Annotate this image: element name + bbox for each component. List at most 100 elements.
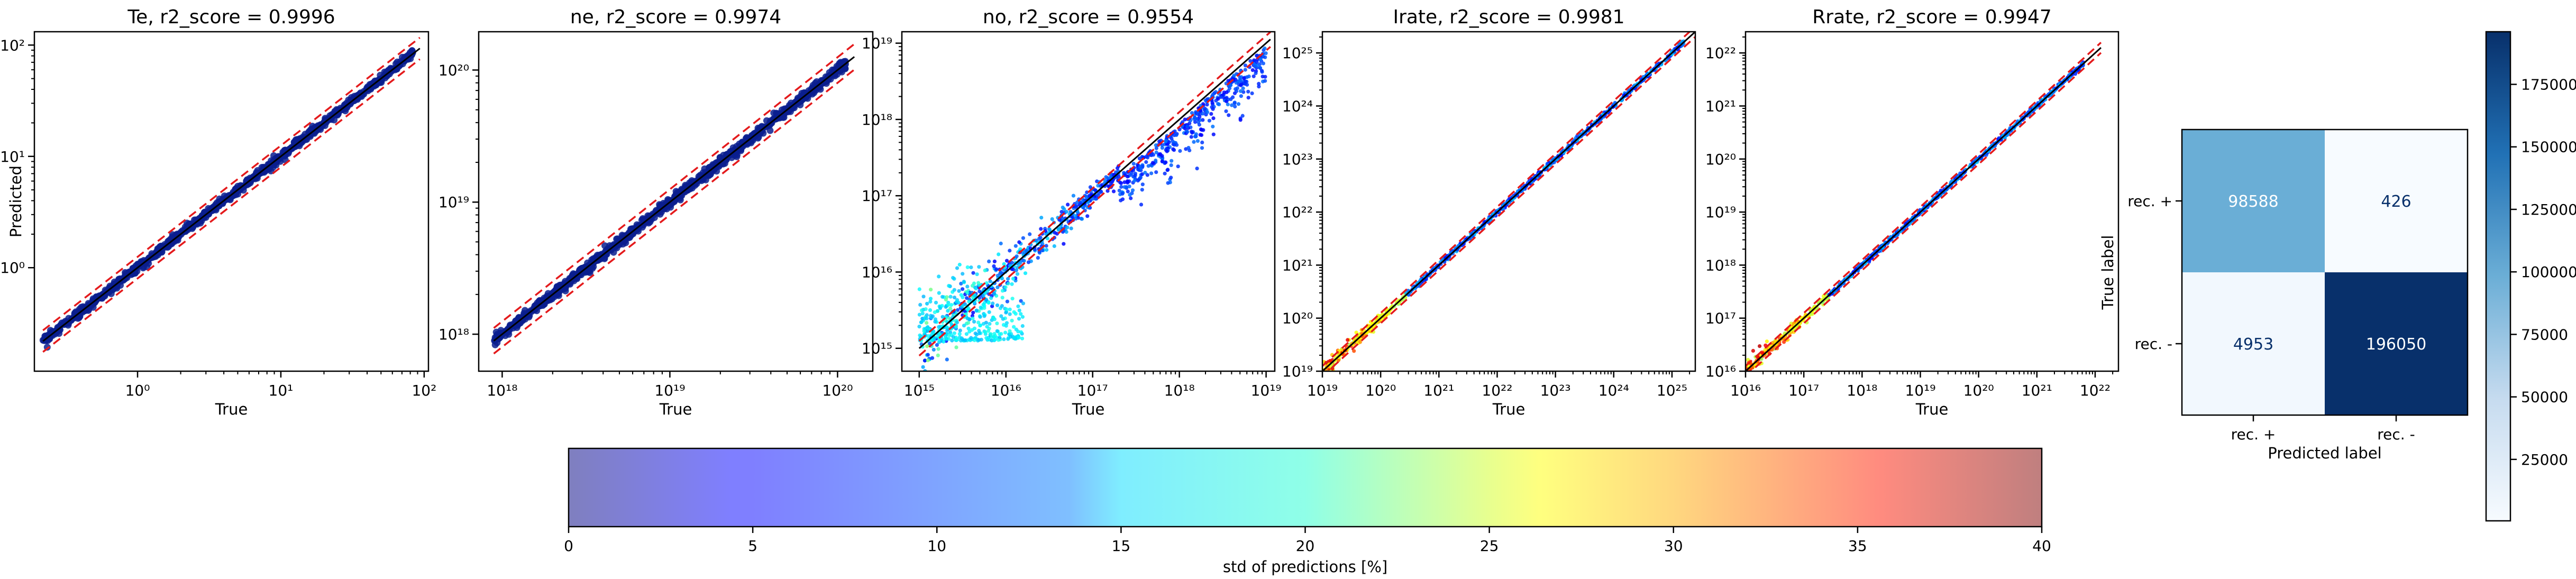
scatter-point [995,321,999,325]
identity-line [1322,26,1701,371]
scatter-point [918,287,921,291]
scatter-point [1765,339,1769,343]
scatter-point [1028,232,1031,236]
scatter-point [1229,97,1232,101]
scatter-point [962,280,966,283]
scatter-point [947,334,951,337]
scatter-point [1166,181,1170,185]
x-tick-label: 10²² [1482,382,1512,399]
scatter-point [1250,91,1254,95]
scatter-point [1021,236,1025,240]
y-tick-label: 10¹⁷ [862,187,892,205]
y-tick-label: 10² [0,36,25,54]
scatter-point [945,357,949,361]
identity-line [494,57,855,341]
scatter-point [1116,166,1119,170]
scatter-point [1222,90,1226,94]
scatter-point [937,291,941,295]
scatter-point [926,359,930,362]
scatter-point [1066,203,1070,206]
scatter-point [946,309,949,313]
scatter-point [1118,189,1121,192]
scatter-point [967,330,971,334]
scatter-point [1192,140,1195,144]
scatter-point [1132,179,1136,182]
scatter-point [991,301,994,305]
scatter-point [1008,329,1011,333]
scatter-point [971,271,975,275]
scatter-point [982,294,985,298]
scatter-point [1211,116,1215,120]
scatter-point [1021,315,1025,319]
scatter-point [1080,217,1083,220]
scatter-point [1208,119,1211,123]
scatter-point [999,242,1003,245]
x-tick-label: 10¹⁸ [487,382,517,399]
scatter-point [1166,168,1170,172]
scatter-point [1012,325,1016,329]
scatter-point [988,322,991,326]
scatter-point [1244,68,1247,71]
scatter-point [992,292,996,296]
scatter-point [966,321,970,325]
x-axis-label: True [1492,400,1525,418]
reference-lines [43,38,419,352]
x-tick-label: 10¹⁷ [1077,382,1108,399]
scatter-point [997,338,1000,342]
x-tick-label: 10²³ [1540,382,1571,399]
scatter-point [1039,216,1043,219]
scatter-point [1018,309,1021,313]
y-tick-label: 10²⁰ [1282,310,1313,327]
scatter-point [949,295,953,299]
scatter-point [1200,141,1204,144]
scatter-point [1010,282,1014,286]
scatter-point [978,332,981,335]
x-tick-label: 10²⁴ [1598,382,1629,399]
scatter-point [995,304,999,307]
scatter-point [1201,112,1204,115]
scatter-point [954,345,958,349]
y-tick-label: 10²⁵ [1282,44,1313,62]
panel-title: Te, r2_score = 0.9996 [127,6,335,28]
scatter-point [977,338,981,342]
scatter-point [929,288,933,291]
scatter-point [1232,102,1236,105]
scatter-point [1225,96,1228,99]
scatter-point [992,335,996,338]
x-tick-label: 10¹⁶ [991,382,1021,399]
scatter-point [1155,146,1158,150]
scatter-points [917,47,1267,390]
scatter-point [1183,117,1187,121]
scatter-point [797,102,803,108]
x-tick-label: 10²¹ [1423,382,1454,399]
scatter-point [1172,148,1176,152]
scatter-point [1163,172,1167,176]
scatter-point [928,308,932,312]
scatter-point [1014,244,1018,248]
upper-band-line [919,32,1271,341]
scatter-point [961,296,964,299]
scatter-point [992,264,995,268]
scatter-point [931,314,935,318]
scatter-point [1119,199,1122,203]
scatter-point [1234,78,1237,81]
x-tick-label: 10⁰ [125,382,150,399]
scatter-point [1003,330,1007,334]
scatter-point [1758,344,1761,348]
scatter-point [1161,160,1164,163]
y-tick-label: 10¹⁹ [1282,363,1313,380]
scatter-point [972,320,976,324]
scatter-point [925,321,928,325]
scatter-point [1004,286,1008,289]
lower-band-line [919,47,1271,355]
scatter-point [977,265,981,269]
scatter-point [1129,173,1132,177]
scatter-point [1239,84,1243,87]
scatter-point [1242,76,1246,80]
scatter-point [985,325,989,328]
scatter-point [1211,101,1214,105]
scatter-point [921,295,925,298]
scatter-point [930,356,934,360]
